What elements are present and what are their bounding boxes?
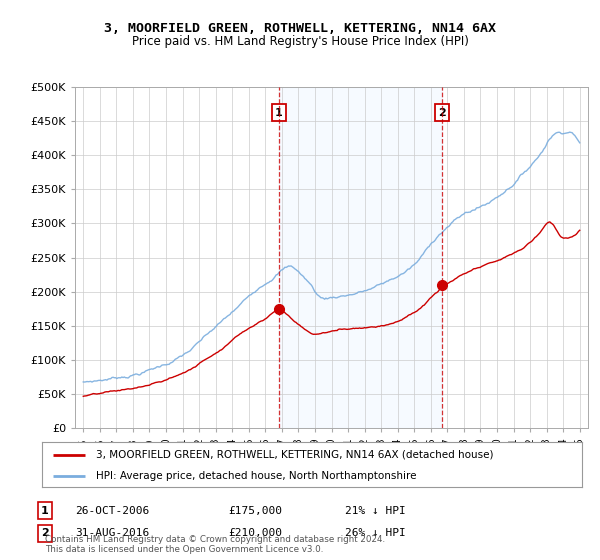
Text: 31-AUG-2016: 31-AUG-2016 [75, 528, 149, 538]
Text: 26% ↓ HPI: 26% ↓ HPI [345, 528, 406, 538]
Text: 2: 2 [41, 528, 49, 538]
Text: 26-OCT-2006: 26-OCT-2006 [75, 506, 149, 516]
Text: 3, MOORFIELD GREEN, ROTHWELL, KETTERING, NN14 6AX: 3, MOORFIELD GREEN, ROTHWELL, KETTERING,… [104, 22, 496, 35]
Text: 21% ↓ HPI: 21% ↓ HPI [345, 506, 406, 516]
Text: Price paid vs. HM Land Registry's House Price Index (HPI): Price paid vs. HM Land Registry's House … [131, 35, 469, 48]
Text: HPI: Average price, detached house, North Northamptonshire: HPI: Average price, detached house, Nort… [96, 471, 416, 481]
Text: £175,000: £175,000 [228, 506, 282, 516]
Bar [279, 87, 442, 428]
Text: 1: 1 [41, 506, 49, 516]
Text: 2: 2 [438, 108, 446, 118]
Text: £210,000: £210,000 [228, 528, 282, 538]
Text: 1: 1 [275, 108, 283, 118]
Text: 3, MOORFIELD GREEN, ROTHWELL, KETTERING, NN14 6AX (detached house): 3, MOORFIELD GREEN, ROTHWELL, KETTERING,… [96, 450, 493, 460]
Text: Contains HM Land Registry data © Crown copyright and database right 2024.
This d: Contains HM Land Registry data © Crown c… [45, 535, 385, 554]
